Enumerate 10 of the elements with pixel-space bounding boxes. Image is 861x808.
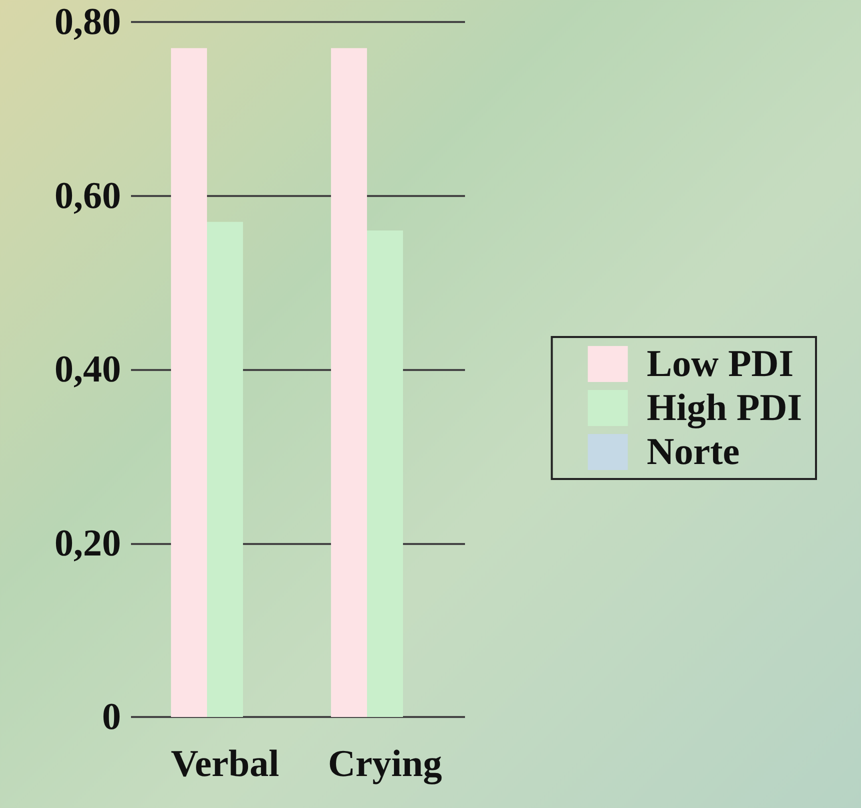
y-tick-label: 0,20	[54, 522, 121, 564]
y-tick-label: 0,80	[54, 1, 121, 43]
y-tick-label: 0,40	[54, 348, 121, 390]
x-tick-label: Verbal	[170, 743, 280, 785]
legend-label: Low PDI	[646, 343, 794, 385]
y-tick-label: 0,60	[54, 174, 121, 217]
x-tick-label: Crying	[328, 743, 442, 785]
legend-label: High PDI	[646, 387, 802, 429]
legend-label: Norte	[646, 431, 740, 473]
y-tick-label: 0	[102, 696, 121, 738]
